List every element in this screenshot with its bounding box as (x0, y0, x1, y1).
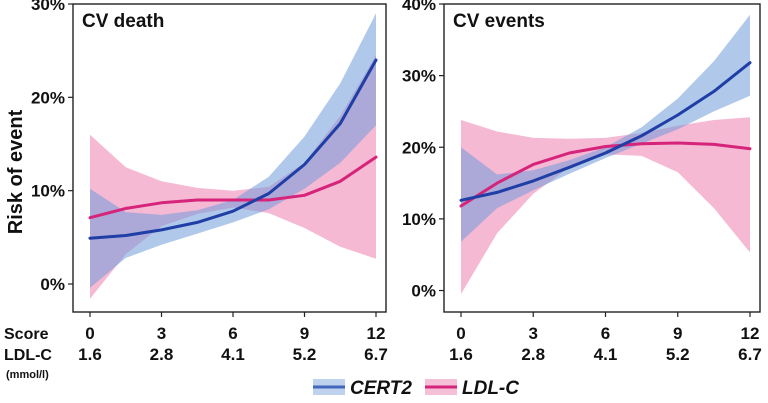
x-tick-label-ldl: 2.8 (521, 345, 545, 364)
y-tick-label: 0% (40, 275, 65, 294)
x-tick-label-score: 6 (601, 324, 610, 343)
ci-band-ldl-c (461, 117, 750, 295)
legend-label-ldl-c: LDL-C (462, 378, 519, 399)
x-tick-label-ldl: 4.1 (594, 345, 618, 364)
x-tick-label-ldl: 6.7 (738, 345, 762, 364)
x-row-label-score: Score (4, 326, 49, 343)
y-tick-label: 0% (411, 282, 436, 301)
x-tick-label-ldl: 4.1 (221, 345, 245, 364)
x-tick-label-ldl: 6.7 (364, 345, 388, 364)
y-tick-label: 10% (31, 182, 65, 201)
panel-title-cv-death: CV death (82, 11, 164, 32)
x-tick-label-score: 9 (300, 324, 309, 343)
x-tick-label-score: 0 (456, 324, 465, 343)
x-tick-label-ldl: 1.6 (449, 345, 473, 364)
y-tick-label: 10% (402, 210, 436, 229)
series-line-ldl-c (459, 141, 752, 208)
x-tick-label-score: 3 (529, 324, 538, 343)
x-tick-label-ldl: 5.2 (293, 345, 317, 364)
panel-cv-death: 0% 10% 20% 30% 0 1.6 3 2.8 6 4.1 9 5.2 12 6.7 CV dea… (31, 0, 388, 364)
x-tick-label-score: 12 (741, 324, 760, 343)
x-tick-label-score: 3 (157, 324, 166, 343)
y-tick-label: 30% (402, 67, 436, 86)
x-tick-label-ldl: 1.6 (78, 345, 102, 364)
y-tick-label: 20% (31, 88, 65, 107)
y-tick-label: 20% (402, 138, 436, 157)
ci-band-cert2 (90, 13, 376, 288)
x-tick-label-ldl: 2.8 (150, 345, 174, 364)
y-tick-label: 40% (402, 0, 436, 14)
series-line-ldl-c (88, 155, 378, 220)
x-tick-label-score: 12 (367, 324, 386, 343)
x-tick-label-ldl: 5.2 (666, 345, 690, 364)
ci-band-cert2 (461, 14, 750, 242)
x-tick-label-score: 6 (228, 324, 237, 343)
x-tick-label-score: 0 (85, 324, 94, 343)
legend-band-cert2 (313, 379, 345, 395)
legend: CERT2 LDL-C (313, 378, 519, 399)
x-row-unit-ldl: (mmol/l) (6, 369, 49, 381)
panel-cv-events: 0% 10% 20% 30% 40% 0 1.6 3 2.8 6 4.1 9 5.2 12 6.7 CV … (402, 0, 762, 364)
series-line-cert2 (88, 58, 378, 240)
y-tick-label: 30% (31, 0, 65, 14)
x-tick-label-score: 9 (673, 324, 682, 343)
x-row-label-ldl: LDL-C (4, 347, 52, 364)
y-axis-title: Risk of event (5, 109, 27, 234)
panel-title-cv-events: CV events (453, 11, 545, 32)
series-line-cert2 (459, 61, 752, 202)
legend-label-cert2: CERT2 (350, 378, 412, 399)
